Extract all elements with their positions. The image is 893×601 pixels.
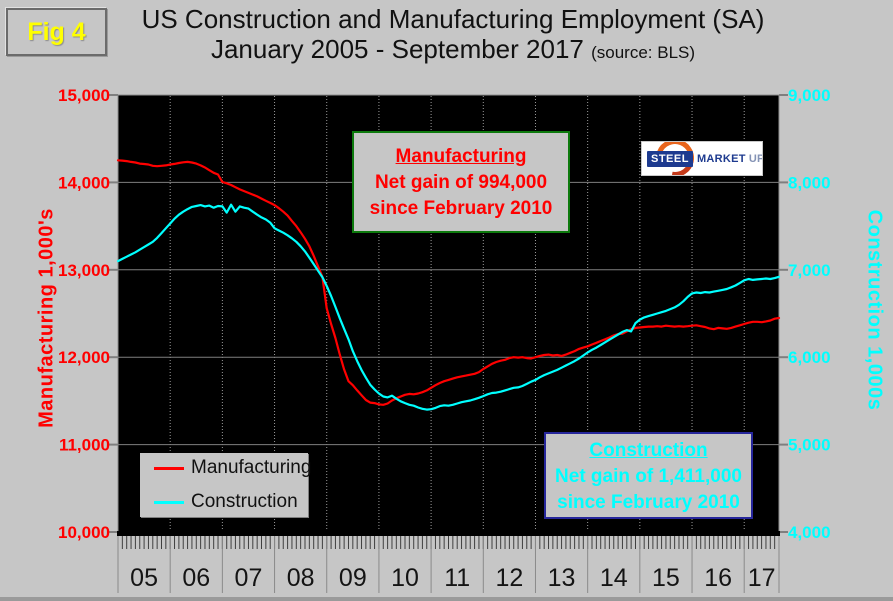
year-label: 14 [600,564,628,592]
construction-line-swatch [154,500,184,504]
year-separators [117,536,780,593]
right-axis-title: Construction 1,000s [863,209,886,411]
chart-title: US Construction and Manufacturing Employ… [141,4,765,34]
chart-subtitle: January 2005 - September 2017 (source: B… [210,34,696,64]
logo-market-word: MARKET [696,152,746,165]
right-axis-tick-label: 5,000 [788,436,831,455]
manufacturing-line [116,159,781,406]
left-axis-tick-label: 11,000 [59,436,110,455]
legend-item-construction: Construction [140,491,308,513]
x-axis-line [117,531,780,536]
construction-annotation-box: Construction Net gain of 1,411,000 since… [544,432,753,519]
source-note: (source: BLS) [591,43,696,62]
figure-number-box: Fig 4 [6,8,107,56]
manufacturing-annotation-title: Manufacturing [395,146,527,167]
left-axis-tick-label: 12,000 [58,348,110,367]
logo-steel-word: STEEL [647,150,693,167]
year-label: 05 [130,564,158,592]
legend-item-manufacturing: Manufacturing [140,457,312,479]
year-label: 08 [287,564,315,592]
manufacturing-annotation-line2: Net gain of 994,000 [374,172,548,193]
legend: Manufacturing Construction [140,453,312,517]
steel-market-update-logo: STEEL MARKET UPDATE [641,141,763,176]
construction-annotation-line3: since February 2010 [557,492,740,513]
legend-label-manufacturing: Manufacturing [191,457,312,478]
year-label: 15 [652,564,680,592]
year-labels: 05 06 07 08 09 10 11 12 13 14 15 16 17 [130,564,775,592]
year-label: 17 [748,564,776,592]
construction-line [116,203,781,411]
year-label: 09 [339,564,367,592]
month-ticks [117,536,780,549]
year-label: 07 [235,564,263,592]
manufacturing-annotation-line3: since February 2010 [369,198,553,219]
y-axis-labels: 15,000 9,000 14,000 8,000 13,000 7,000 12,000 6… [58,86,831,542]
year-label: 13 [548,564,576,592]
year-label: 06 [182,564,210,592]
construction-annotation-line2: Net gain of 1,411,000 [555,466,742,487]
right-axis-tick-label: 7,000 [788,261,831,280]
left-axis-tick-label: 13,000 [58,261,110,280]
manufacturing-annotation-box: Manufacturing Net gain of 994,000 since … [352,131,570,233]
year-label: 10 [391,564,419,592]
year-label: 11 [444,564,470,592]
legend-label-construction: Construction [191,491,298,512]
year-label: 12 [495,564,523,592]
year-label: 16 [704,564,732,592]
logo-update-word: UPDATE [748,152,762,165]
right-axis-tick-label: 4,000 [788,523,831,542]
chart-title-block: US Construction and Manufacturing Employ… [100,4,806,68]
left-axis-tick-label: 10,000 [58,523,110,542]
right-axis-tick-label: 9,000 [788,86,831,105]
right-axis-tick-label: 6,000 [788,348,831,367]
manufacturing-line-swatch [154,466,184,470]
construction-annotation-title: Construction [589,440,708,461]
figure-number-label: Fig 4 [27,17,86,46]
left-axis-tick-label: 14,000 [58,173,110,192]
left-axis-tick-label: 15,000 [58,86,110,105]
left-axis-title: Manufacturing 1,000's [35,208,58,428]
right-axis-tick-label: 8,000 [788,173,831,192]
